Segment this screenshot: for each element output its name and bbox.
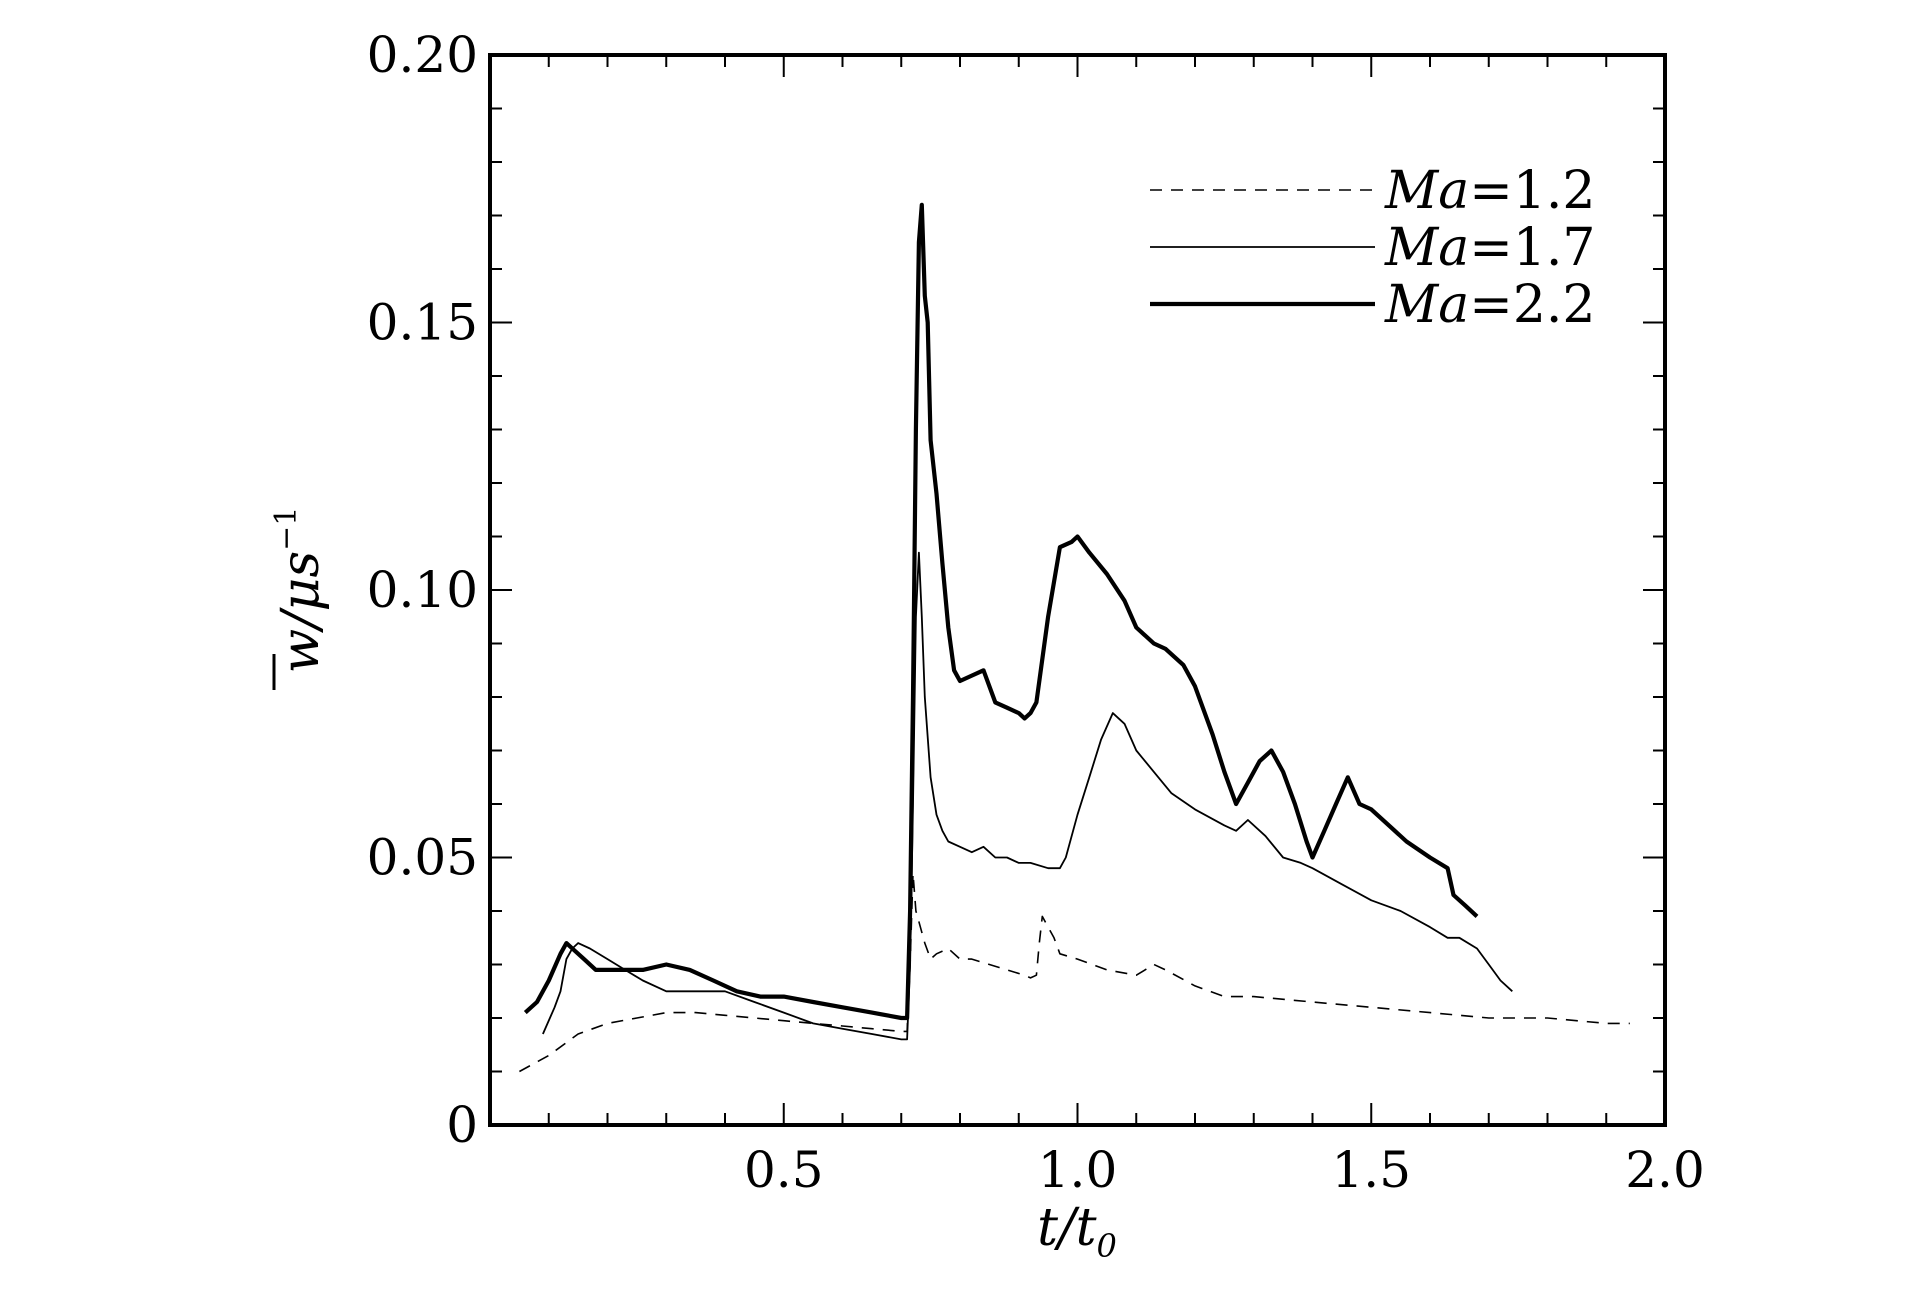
x-axis-title: t/t0 — [1037, 1198, 1117, 1265]
y-tick-label: 0.05 — [367, 829, 478, 887]
y-tick-label: 0.15 — [367, 294, 478, 352]
x-tick-label: 1.5 — [1331, 1141, 1411, 1199]
legend: Ma=1.2Ma=1.7Ma=2.2 — [1150, 161, 1596, 335]
y-tick-label: 0.10 — [367, 561, 478, 619]
legend-label-2: Ma=1.7 — [1384, 218, 1596, 278]
x-tick-label: 1.0 — [1038, 1141, 1118, 1199]
axis-tick-labels: 0.5 1.0 1.5 2.0 0 0.05 0.10 0.15 0.20 — [367, 26, 1705, 1199]
x-tick-label: 2.0 — [1625, 1141, 1705, 1199]
svg-text:w/μs−1: w/μs−1 — [269, 507, 331, 674]
legend-label-1: Ma=1.2 — [1384, 161, 1596, 221]
y-tick-label: 0.20 — [367, 26, 478, 84]
series-line-2 — [542, 551, 1513, 1041]
legend-label-3: Ma=2.2 — [1384, 275, 1596, 335]
x-tick-label: 0.5 — [744, 1141, 824, 1199]
series-group — [519, 202, 1630, 1073]
y-axis-title-main: w/μs — [271, 551, 331, 674]
y-axis-title: w/μs−1 — [269, 507, 331, 690]
y-tick-label: 0 — [446, 1096, 478, 1154]
axis-ticks — [490, 55, 1665, 1125]
series-line-1 — [519, 872, 1630, 1073]
y-axis-title-sup: −1 — [269, 507, 304, 551]
series-line-3 — [523, 202, 1479, 1021]
